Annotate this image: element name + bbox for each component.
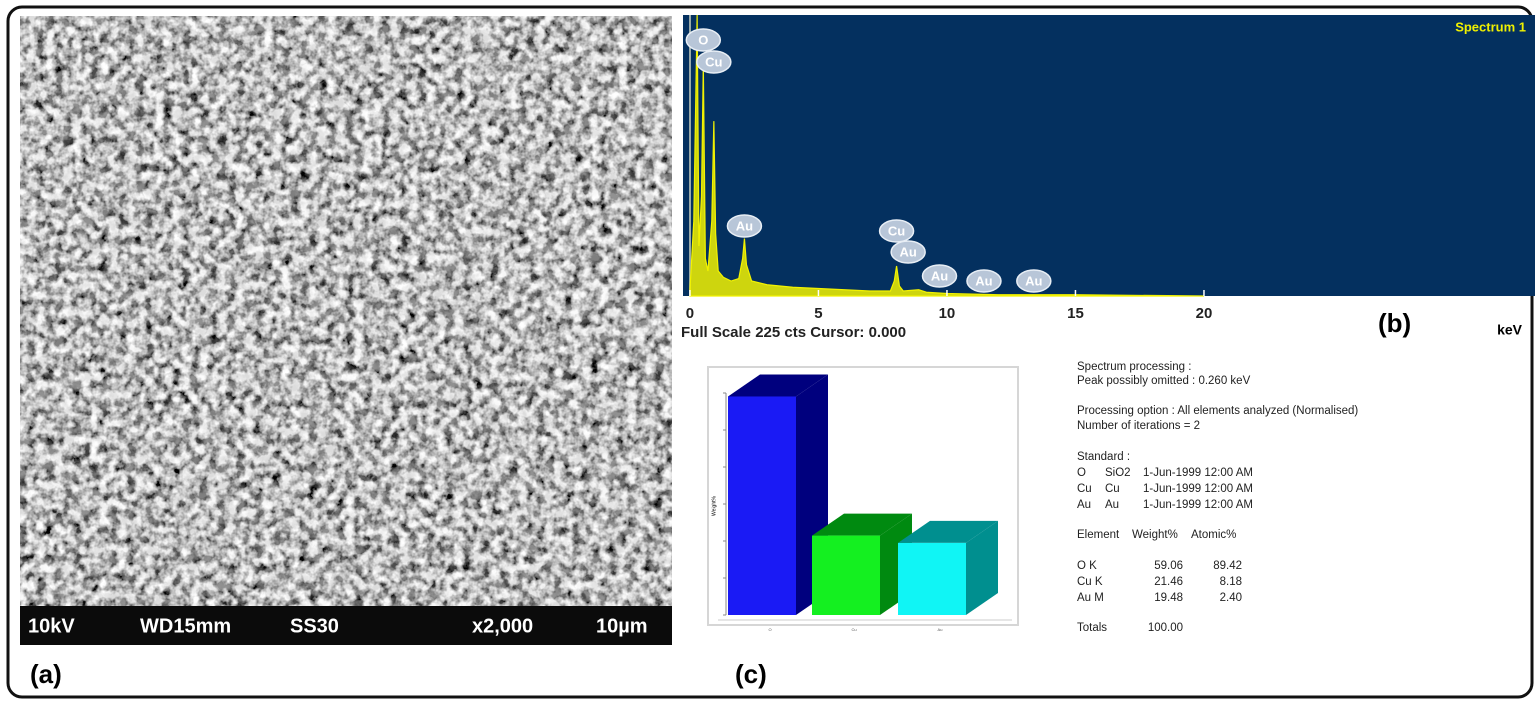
peak-label: Au [931, 268, 948, 283]
bar [812, 535, 880, 615]
report-text: Weight% [1132, 529, 1178, 541]
peak-badge [966, 269, 1002, 293]
x-tick-label: 5 [814, 305, 822, 322]
panel-label: (c) [735, 659, 767, 689]
report-text: Number of iterations = 2 [1077, 420, 1200, 432]
peak-badge [696, 50, 732, 74]
sem-info: WD15mm [140, 615, 231, 637]
peak-badge [878, 219, 915, 243]
report-text: 89.42 [1213, 560, 1242, 572]
peak-label: Cu [888, 223, 905, 238]
peak-label: Au [1025, 273, 1042, 288]
bar-top [898, 520, 998, 543]
peak-label: Cu [705, 54, 722, 69]
sem-image [20, 16, 672, 606]
report-text: Spectrum processing : [1077, 361, 1191, 373]
panel-label: (b) [1378, 308, 1411, 338]
axis-label: keV [1497, 322, 1523, 338]
report-text: SiO2 [1105, 467, 1131, 479]
report-text: Atomic% [1191, 529, 1236, 541]
spectrum-footer: Full Scale 225 cts Cursor: 0.000 [681, 324, 906, 341]
bar [728, 396, 796, 615]
x-tick-label: 10 [939, 305, 956, 322]
peak-label: O [698, 32, 708, 47]
report-text: 1-Jun-1999 12:00 AM [1143, 467, 1253, 479]
sem-info: 10µm [596, 615, 648, 637]
bar-side [966, 520, 998, 615]
report-text: 21.46 [1154, 576, 1183, 588]
report-text: O [1077, 467, 1086, 479]
report-text: Cu [1077, 483, 1092, 495]
report-text: Peak possibly omitted : 0.260 keV [1077, 375, 1251, 387]
peak-badge [921, 264, 958, 288]
peak-label: Au [899, 244, 916, 259]
bar-top [728, 374, 828, 397]
bar [898, 542, 966, 615]
x-tick-label: 20 [1196, 305, 1213, 322]
peak-label: Au [736, 218, 753, 233]
report-text: Cu [1105, 483, 1120, 495]
x-tick-label: 15 [1067, 305, 1084, 322]
spectrum-plot [683, 15, 1535, 296]
report-text: 100.00 [1148, 622, 1183, 634]
spectrum-title: Spectrum 1 [1455, 19, 1526, 34]
panel-label: (a) [30, 659, 62, 689]
report-text: Processing option : All elements analyze… [1077, 405, 1358, 417]
report-text: 1-Jun-1999 12:00 AM [1143, 483, 1253, 495]
peak-badge [685, 28, 722, 52]
bar-top [812, 513, 912, 536]
sem-info-bar [20, 606, 672, 645]
report-text: Cu K [1077, 576, 1103, 588]
report-text: 8.18 [1220, 576, 1242, 588]
report-text: Au [1077, 499, 1091, 511]
report-text: 59.06 [1154, 560, 1183, 572]
report-text: Totals [1077, 622, 1107, 634]
report-text: Au M [1077, 592, 1104, 604]
x-tick-label: O [768, 627, 771, 632]
sem-info: 10kV [28, 615, 75, 637]
sem-info: SS30 [290, 615, 339, 637]
x-tick-label: Au [938, 627, 943, 632]
report-text: O K [1077, 560, 1097, 572]
report-text: Au [1105, 499, 1119, 511]
report-text: 2.40 [1220, 592, 1242, 604]
peak-badge [890, 240, 926, 264]
x-tick-label: Cu [851, 627, 856, 632]
report-text: 19.48 [1154, 592, 1183, 604]
peak-label: Au [975, 273, 992, 288]
x-tick-label: 0 [686, 305, 694, 322]
peak-badge [1016, 269, 1052, 293]
report-text: Standard : [1077, 451, 1130, 463]
peak-badge [726, 214, 763, 238]
sem-info: x2,000 [472, 615, 533, 637]
y-axis-label: Weight% [711, 495, 717, 515]
report-text: 1-Jun-1999 12:00 AM [1143, 499, 1253, 511]
report-text: Element [1077, 529, 1120, 541]
